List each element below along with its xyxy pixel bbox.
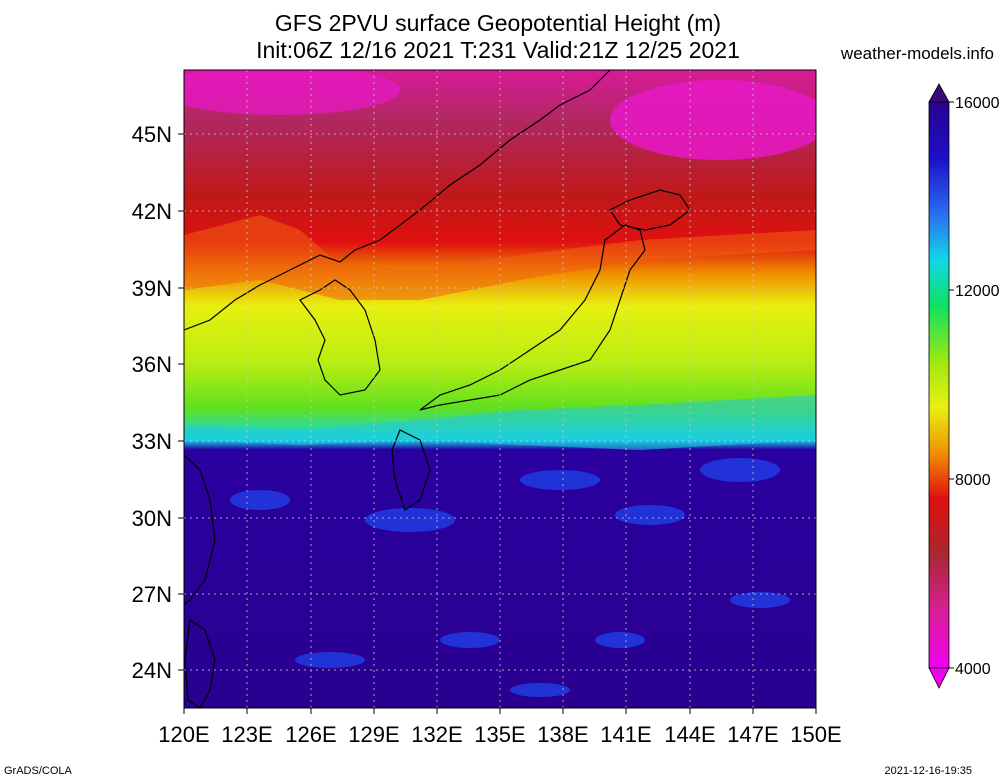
lon-label: 132E bbox=[411, 722, 462, 747]
lat-label: 39N bbox=[132, 276, 172, 301]
colorbar-top-arrow bbox=[928, 83, 950, 103]
colorbar-scale bbox=[928, 101, 950, 669]
lon-label: 126E bbox=[285, 722, 336, 747]
lon-label: 141E bbox=[600, 722, 651, 747]
lat-label: 27N bbox=[132, 582, 172, 607]
gridlines bbox=[184, 70, 816, 708]
height-field bbox=[184, 70, 816, 708]
footer-software: GrADS/COLA bbox=[4, 765, 72, 777]
lon-label: 144E bbox=[664, 722, 715, 747]
lon-label: 147E bbox=[727, 722, 778, 747]
colorbar-label: 16000 bbox=[955, 95, 1000, 112]
footer-timestamp: 2021-12-16-19:35 bbox=[884, 765, 972, 777]
site-credit: weather-models.info bbox=[840, 44, 994, 63]
colorbar-label: 8000 bbox=[955, 472, 991, 489]
chart-title: GFS 2PVU surface Geopotential Height (m) bbox=[274, 10, 722, 36]
lon-label: 150E bbox=[790, 722, 841, 747]
lat-label: 30N bbox=[132, 506, 172, 531]
colorbar: 16000 12000 8000 4000 bbox=[928, 83, 1000, 689]
lon-label: 123E bbox=[221, 722, 272, 747]
lon-label: 138E bbox=[537, 722, 588, 747]
lat-label: 45N bbox=[132, 122, 172, 147]
lon-label: 129E bbox=[348, 722, 399, 747]
lon-label: 135E bbox=[474, 722, 525, 747]
lat-label: 36N bbox=[132, 352, 172, 377]
colorbar-label: 4000 bbox=[955, 661, 991, 678]
lat-label: 42N bbox=[132, 199, 172, 224]
lat-label: 24N bbox=[132, 658, 172, 683]
colorbar-label: 12000 bbox=[955, 283, 1000, 300]
lon-label: 120E bbox=[158, 722, 209, 747]
lat-label: 33N bbox=[132, 429, 172, 454]
chart-subtitle: Init:06Z 12/16 2021 T:231 Valid:21Z 12/2… bbox=[256, 37, 740, 63]
colorbar-bottom-arrow bbox=[928, 667, 950, 689]
